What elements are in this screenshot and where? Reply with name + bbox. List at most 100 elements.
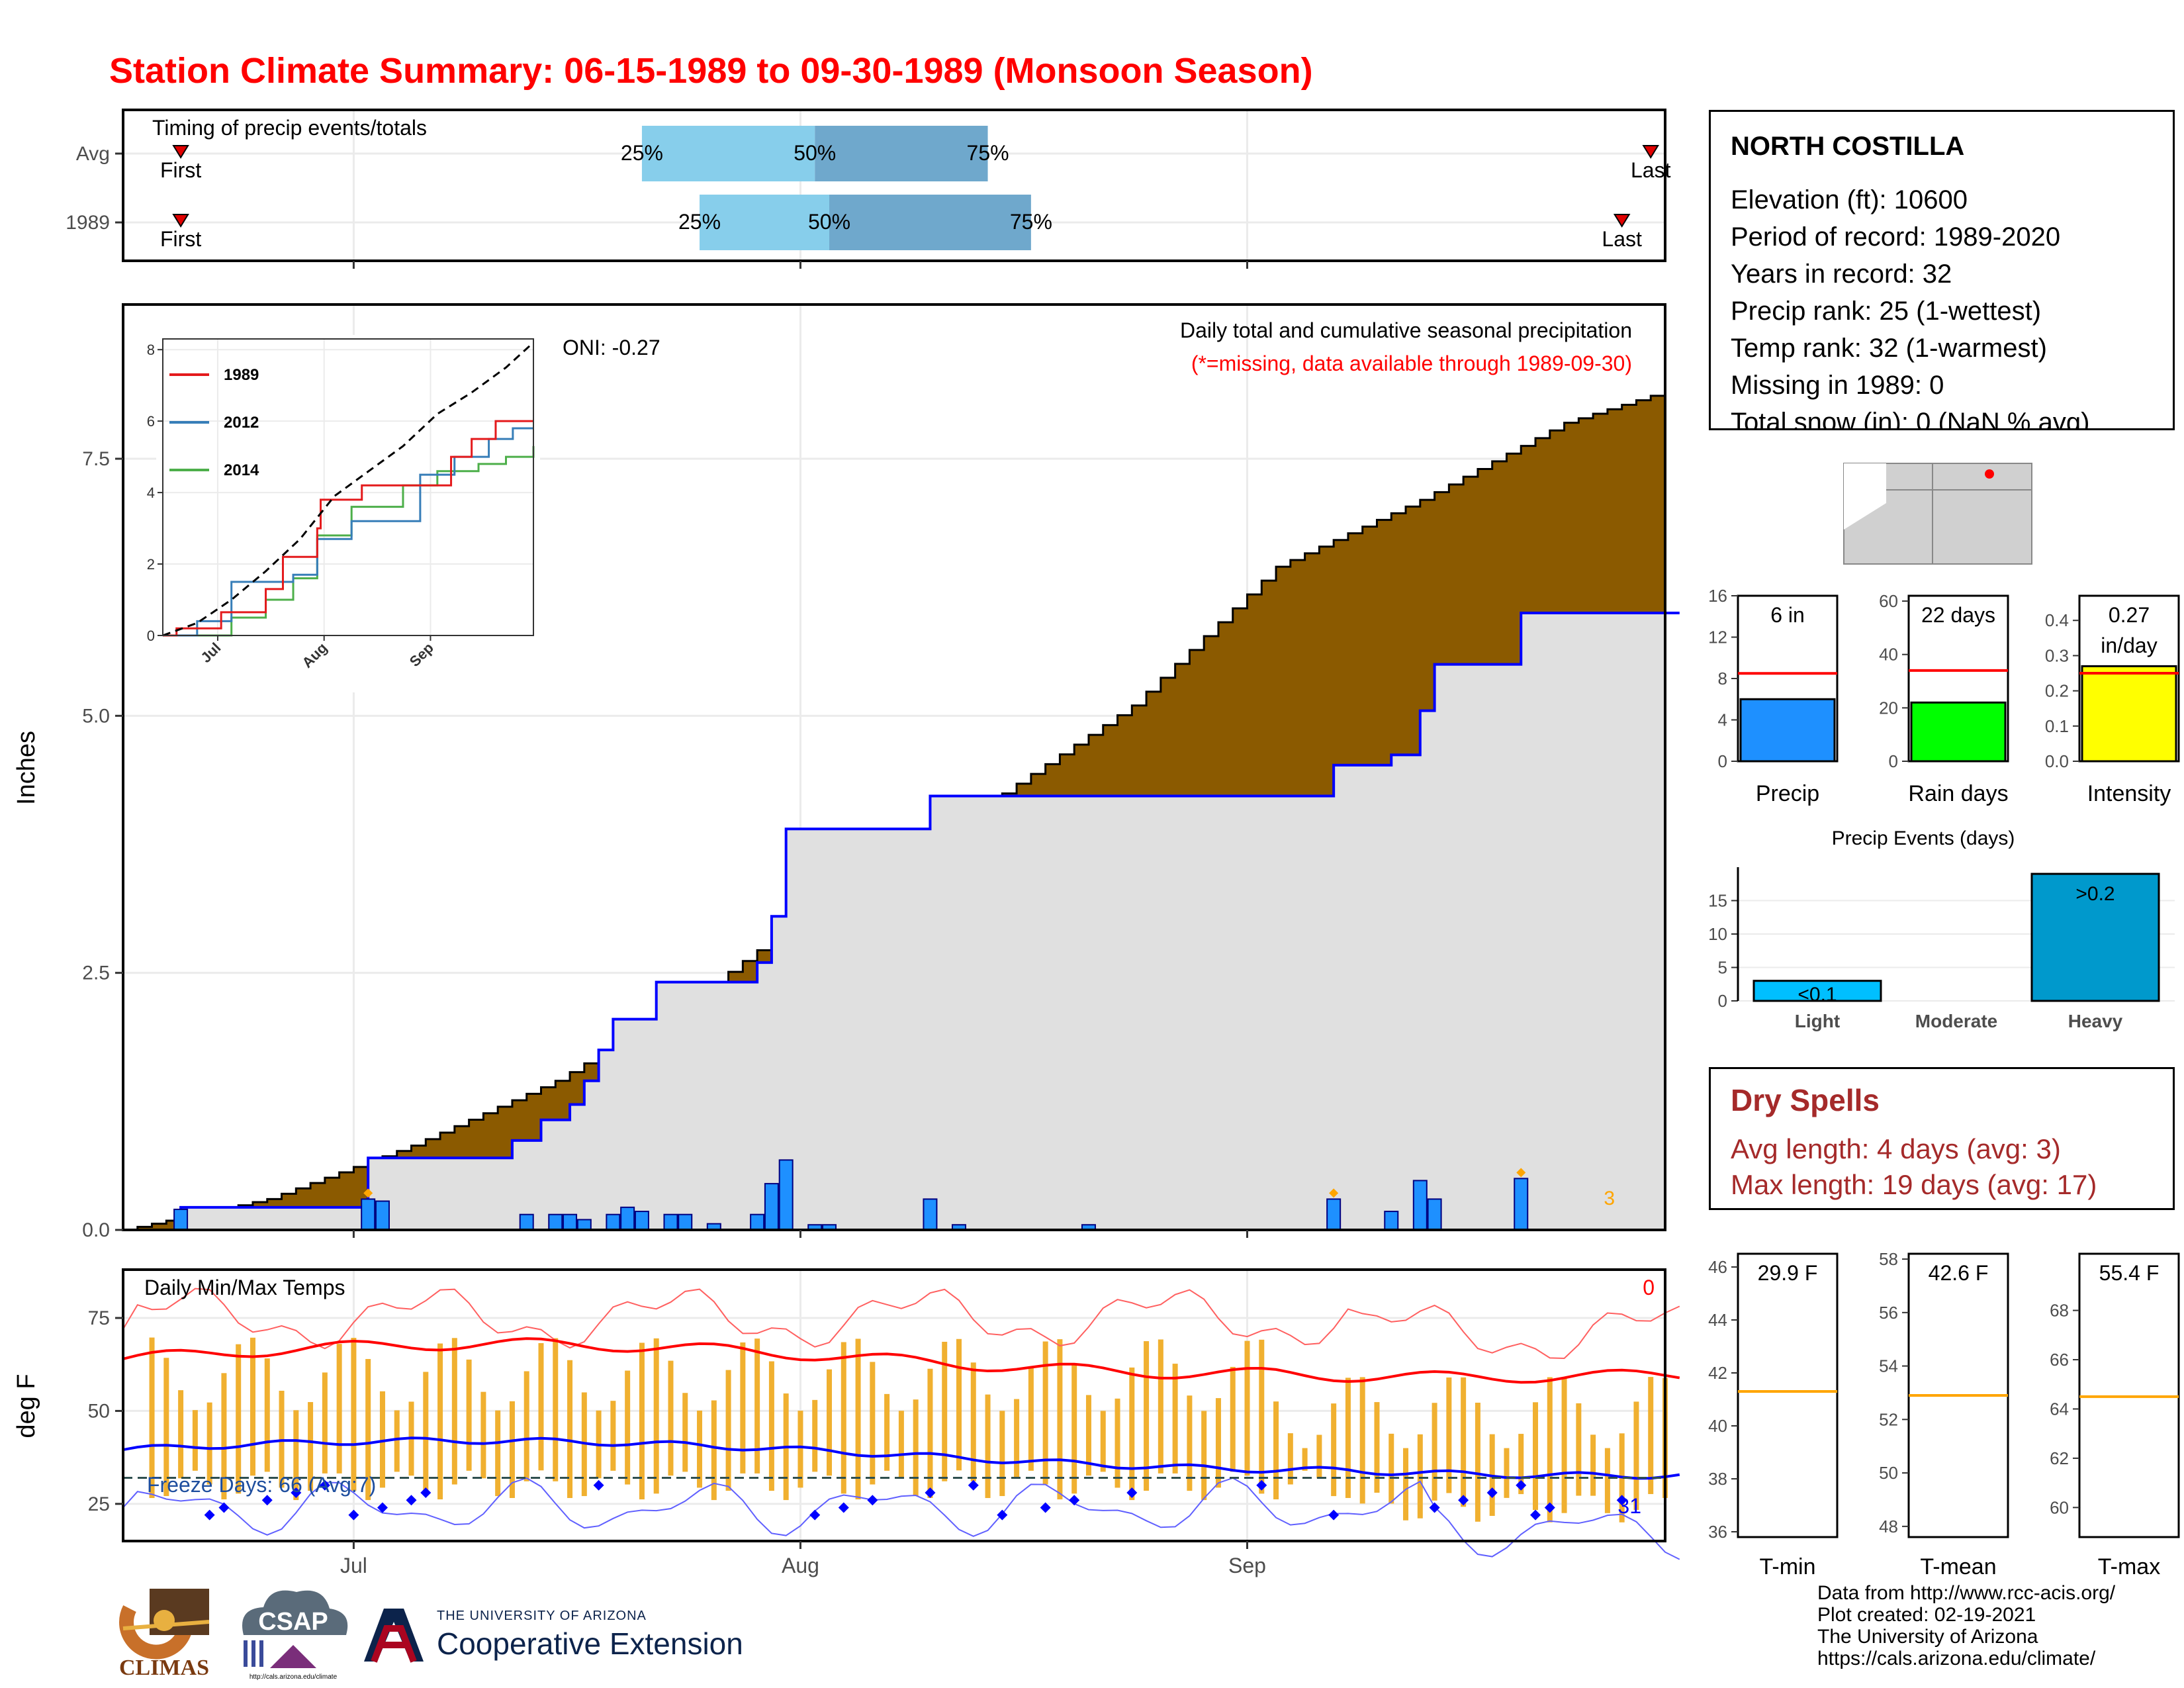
temp-range-bar xyxy=(1446,1377,1452,1493)
precip-subtitle: (*=missing, data available through 1989-… xyxy=(1191,352,1632,375)
freeze-day-marker xyxy=(291,1487,302,1498)
daily-precip-bar xyxy=(663,1213,678,1231)
temp-range-bar xyxy=(1302,1448,1308,1471)
freeze-day-marker xyxy=(1516,1479,1527,1491)
temp-range-bar xyxy=(1633,1401,1639,1511)
temp-range-bar xyxy=(870,1362,876,1485)
temp-range-bar xyxy=(812,1399,818,1472)
temp-range-bar xyxy=(1331,1403,1337,1497)
freeze-day-marker xyxy=(1544,1502,1555,1513)
temp-range-bar xyxy=(1648,1377,1654,1495)
station-name: NORTH COSTILLA xyxy=(1731,132,1965,161)
inset-border xyxy=(162,338,534,636)
freeze-day-marker xyxy=(377,1502,388,1513)
freeze-day-marker xyxy=(406,1495,417,1506)
freeze-day-marker xyxy=(1328,1509,1340,1521)
temp-ytick-label: 50 xyxy=(88,1400,110,1422)
events-bar-label: <0.1 xyxy=(1797,984,1837,1006)
temp-range-bar xyxy=(394,1410,400,1472)
temp-range-bar xyxy=(711,1400,717,1501)
events-bar-label: >0.2 xyxy=(2075,883,2115,905)
daily-precip-bar xyxy=(1427,1198,1442,1231)
temp-range-bar xyxy=(308,1402,314,1491)
timing-bar-q2 xyxy=(815,126,988,181)
temp-range-bar xyxy=(567,1360,573,1499)
temp-xtick-label: Aug xyxy=(782,1554,819,1577)
credit-created: Plot created: 02-19-2021 xyxy=(1817,1604,2036,1626)
temp-range-bar xyxy=(956,1338,962,1471)
temp-range-bar xyxy=(365,1358,371,1501)
temp-range-bar xyxy=(1014,1399,1020,1479)
tmax-gauge-ytick-label: 60 xyxy=(2050,1497,2069,1517)
temp-range-bar xyxy=(1533,1402,1539,1511)
dry-spells-box: Dry Spells Avg length: 4 days (avg: 3) M… xyxy=(1709,1067,2175,1210)
temp-range-bar xyxy=(163,1358,169,1497)
timing-pct-label: 50% xyxy=(808,210,850,234)
daily-precip-bar xyxy=(1514,1178,1529,1231)
temp-range-bar xyxy=(668,1360,674,1476)
tmax-gauge-title: T-max xyxy=(2098,1554,2160,1579)
tmax-gauge-ytick-label: 62 xyxy=(2050,1448,2069,1468)
temp-corner-blue: 31 xyxy=(1617,1494,1641,1518)
temp-range-bar xyxy=(322,1372,328,1474)
timing-panel-border xyxy=(122,109,1666,262)
freeze-day-marker xyxy=(1429,1502,1440,1513)
daily-precip-bar xyxy=(634,1211,649,1231)
temp-range-bar xyxy=(725,1370,731,1491)
dry-spells-max: Max length: 19 days (avg: 17) xyxy=(1731,1169,2097,1200)
temp-range-bar xyxy=(1504,1448,1510,1498)
temp-range-bar xyxy=(1561,1378,1567,1513)
tmin-gauge-value-label: 29.9 F xyxy=(1758,1261,1818,1285)
station-elevation: Elevation (ft): 10600 xyxy=(1731,185,1968,214)
precip-ylabel: Inches xyxy=(13,731,40,805)
events-category-label: Heavy xyxy=(2068,1011,2123,1031)
temp-range-bar xyxy=(1085,1395,1091,1476)
temp-range-bar xyxy=(1518,1434,1524,1495)
temp-range-bar xyxy=(913,1399,919,1497)
daily-precip-bar xyxy=(1384,1211,1399,1231)
precip-gauge-ytick-label: 8 xyxy=(1718,669,1727,688)
temp-range-bar xyxy=(336,1344,342,1474)
freeze-day-marker xyxy=(261,1495,273,1506)
ua-name-small: THE UNIVERSITY OF ARIZONA xyxy=(437,1609,647,1623)
tmin-gauge-frame xyxy=(1737,1252,1839,1538)
inset-bg xyxy=(156,335,540,692)
freeze-day-marker xyxy=(1530,1509,1541,1521)
daily-precip-bar xyxy=(750,1213,765,1231)
temp-range-bar xyxy=(423,1372,429,1494)
temp-range-bar xyxy=(437,1343,443,1500)
timing-bar-q2 xyxy=(829,195,1031,250)
station-temp-rank: Temp rank: 32 (1-warmest) xyxy=(1731,334,2047,363)
freeze-day-marker xyxy=(319,1479,330,1491)
temp-range-bar xyxy=(351,1338,357,1491)
freeze-day-marker xyxy=(1486,1487,1498,1498)
timing-marker-label: First xyxy=(160,158,201,182)
temp-range-bar xyxy=(1547,1377,1553,1523)
temp-range-bar xyxy=(682,1393,688,1472)
temp-range-bar xyxy=(523,1371,529,1481)
timing-bar-q1 xyxy=(700,195,830,250)
climas-logo: CLIMAS xyxy=(119,1589,210,1680)
precip-title: Daily total and cumulative seasonal prec… xyxy=(1180,318,1632,342)
tmean-gauge-ytick-label: 50 xyxy=(1879,1463,1898,1483)
timing-pct-label: 50% xyxy=(794,141,836,165)
tmean-gauge-ytick-label: 56 xyxy=(1879,1303,1898,1323)
temp-range-bar xyxy=(1590,1434,1596,1496)
temp-range-bar xyxy=(1244,1340,1250,1476)
precip-ytick-label: 5.0 xyxy=(82,705,110,727)
precip-gauge-ytick-label: 16 xyxy=(1708,586,1727,606)
daily-precip-bar xyxy=(764,1183,779,1231)
csap-logo-text: CSAP xyxy=(258,1608,328,1636)
temp-range-bar xyxy=(538,1343,544,1471)
temp-range-bar xyxy=(1042,1341,1048,1485)
temp-range-bar xyxy=(1215,1398,1221,1488)
temp-range-bar xyxy=(451,1338,457,1485)
temp-range-bar xyxy=(1461,1377,1467,1507)
daily-precip-bar xyxy=(548,1213,563,1231)
inset-line-1989 xyxy=(163,420,533,637)
temp-range-bar xyxy=(1316,1434,1322,1479)
inset-ytick-label: 4 xyxy=(147,485,155,501)
temp-range-bar xyxy=(206,1402,212,1485)
inset-ytick-label: 0 xyxy=(147,628,155,644)
